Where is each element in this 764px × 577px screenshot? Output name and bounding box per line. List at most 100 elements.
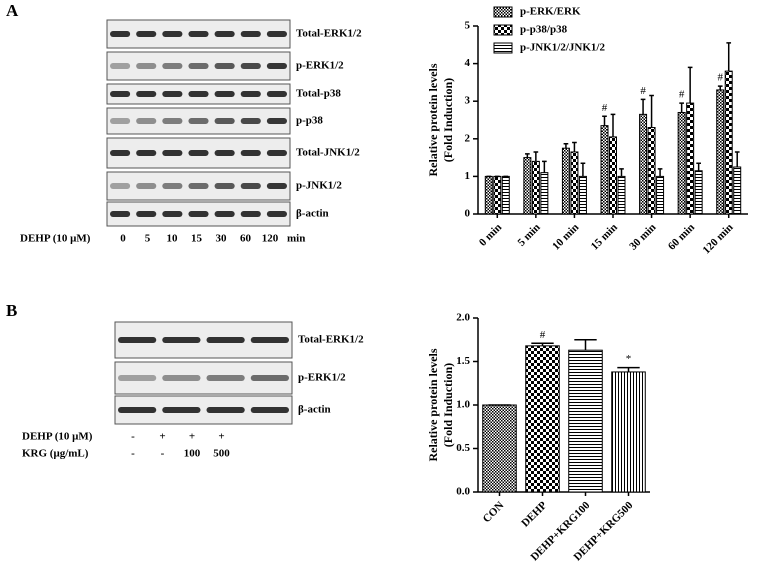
blot-band: [188, 150, 209, 156]
blot-band: [162, 118, 183, 124]
blot-band: [110, 118, 131, 124]
y-tick-label: 5: [465, 20, 471, 32]
unit-label: min: [287, 233, 305, 245]
error-bar: [602, 115, 607, 126]
blot-band: [162, 31, 183, 37]
lane-label: 15: [191, 233, 203, 245]
x-tick-label: 30 min: [627, 221, 658, 252]
lane-label: 0: [120, 233, 126, 245]
x-tick-label: 60 min: [666, 221, 697, 252]
y-tick-label: 3: [465, 95, 471, 107]
bar: [647, 127, 656, 215]
y-tick-label: 0.0: [456, 486, 470, 498]
x-tick-label: DEHP: [519, 499, 549, 529]
blot-band: [214, 118, 235, 124]
blot-band: [240, 63, 261, 69]
blot-band: [250, 337, 289, 343]
bar: [677, 111, 686, 215]
blot-band: [136, 211, 157, 217]
lane-label: 30: [216, 233, 228, 245]
blot-label: p-ERK1/2: [296, 60, 344, 72]
panel-label: B: [6, 301, 17, 320]
error-bar: [679, 102, 684, 113]
blot-band: [240, 118, 261, 124]
blot-band: [266, 118, 287, 124]
blot-band: [188, 91, 209, 97]
bar: [523, 157, 532, 215]
lane-label: 5: [145, 233, 151, 245]
y-tick-label: 4: [465, 57, 471, 69]
blot-band: [188, 211, 209, 217]
error-bar: [525, 153, 530, 158]
blot-band: [110, 91, 131, 97]
blot-band: [136, 63, 157, 69]
annotation: #: [640, 85, 646, 97]
bar: [716, 89, 725, 215]
blot-band: [214, 31, 235, 37]
annotation: #: [540, 329, 546, 341]
blot-band: [118, 375, 157, 381]
lane-label: -: [131, 448, 135, 460]
blot-band: [110, 31, 131, 37]
blot-band: [266, 150, 287, 156]
lane-label: -: [131, 431, 135, 443]
bar: [656, 175, 665, 215]
bar: [600, 125, 609, 215]
blot-band: [162, 375, 201, 381]
blot-band: [110, 150, 131, 156]
blot-band: [214, 63, 235, 69]
blot-band: [206, 337, 245, 343]
bar: [531, 160, 540, 215]
blot-band: [136, 91, 157, 97]
blot-band: [240, 211, 261, 217]
y-axis-label: (Fold Induction): [441, 78, 455, 162]
blot-band: [162, 183, 183, 189]
blot-band: [206, 407, 245, 413]
blot-label: Total-p38: [296, 88, 341, 100]
y-axis-label: Relative protein levels: [426, 63, 440, 176]
blot-band: [110, 211, 131, 217]
blot-label: Total-ERK1/2: [296, 28, 362, 40]
blot-band: [266, 31, 287, 37]
error-bar: [640, 98, 646, 115]
x-tick-label: 120 min: [701, 221, 736, 256]
blot-band: [206, 375, 245, 381]
bar: [482, 404, 517, 493]
blot-label: p-ERK1/2: [298, 372, 346, 384]
y-axis-label: Relative protein levels: [426, 348, 440, 461]
blot-band: [240, 91, 261, 97]
bar: [733, 166, 742, 215]
annotation: *: [626, 353, 632, 365]
bar: [525, 345, 560, 493]
lane-label: +: [159, 431, 165, 443]
y-tick-label: 0.5: [456, 442, 470, 454]
blot-band: [162, 63, 183, 69]
y-tick-label: 1.0: [456, 399, 470, 411]
blot-band: [162, 91, 183, 97]
blot-label: p-p38: [296, 115, 323, 127]
blot-band: [266, 91, 287, 97]
blot-band: [240, 31, 261, 37]
blot-band: [188, 183, 209, 189]
blot-band: [118, 337, 157, 343]
blot-label: p-JNK1/2: [296, 180, 342, 192]
legend-swatch: [493, 42, 513, 54]
error-bar: [657, 168, 663, 177]
bar: [568, 349, 603, 493]
error-bar: [617, 366, 640, 372]
treatment-label: KRG (μg/mL): [22, 448, 89, 460]
bar: [561, 147, 570, 215]
blot-band: [188, 31, 209, 37]
y-tick-label: 1: [465, 170, 471, 182]
blot-band: [188, 63, 209, 69]
blot-band: [118, 407, 157, 413]
bar: [611, 371, 646, 493]
blot-band: [250, 407, 289, 413]
treatment-label: DEHP (10 μM): [20, 233, 91, 245]
blot-band: [266, 63, 287, 69]
bar: [694, 170, 703, 215]
error-bar: [734, 151, 740, 167]
lane-label: 10: [167, 233, 179, 245]
error-bar: [531, 342, 554, 346]
